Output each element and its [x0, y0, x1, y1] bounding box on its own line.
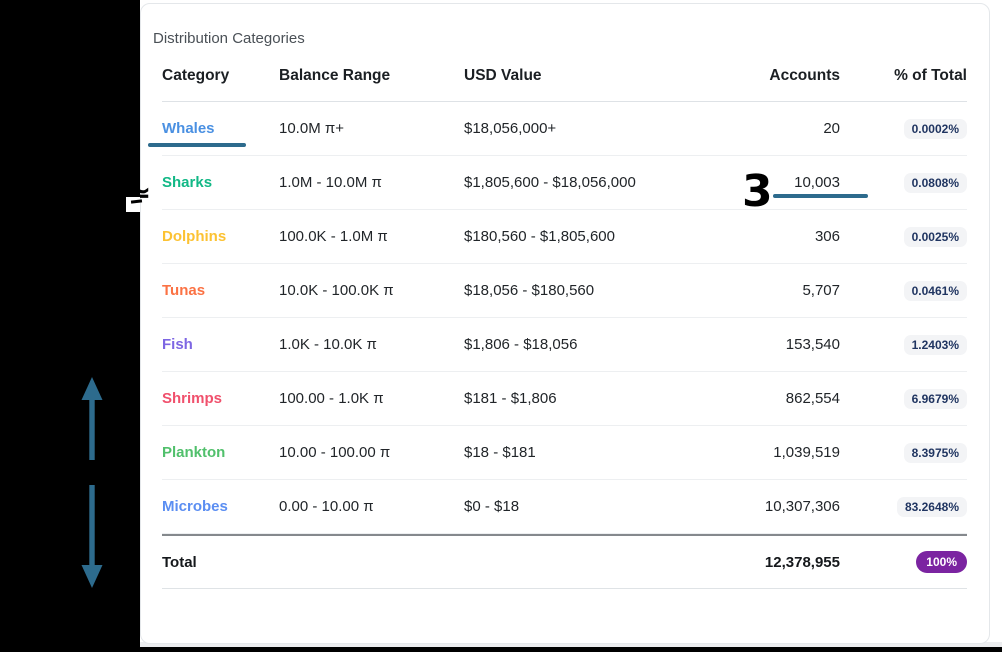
table-header-row: Category Balance Range USD Value Account… [162, 51, 967, 102]
table-total-row: Total 12,378,955 100% [162, 534, 967, 589]
balance-range: 0.00 - 10.00 π [279, 498, 374, 515]
category-name: Whales [162, 120, 215, 137]
table-row: Fish 1.0K - 10.0K π $1,806 - $18,056 153… [162, 318, 967, 372]
usd-value: $180,560 - $1,805,600 [464, 228, 615, 245]
distribution-table: Category Balance Range USD Value Account… [153, 51, 967, 589]
balance-range: 10.0K - 100.0K π [279, 282, 394, 299]
double-headed-arrow-annotation [81, 377, 103, 588]
accounts-value: 5,707 [802, 282, 840, 299]
category-name: Tunas [162, 282, 206, 299]
table-row: Shrimps 100.00 - 1.0K π $181 - $1,806 86… [162, 372, 967, 426]
accounts-value: 1,039,519 [773, 444, 840, 461]
usd-value: $181 - $1,806 [464, 390, 557, 407]
percent-badge: 83.2648% [896, 496, 967, 517]
category-name: Shrimps [162, 390, 223, 407]
header-balance-range: Balance Range [279, 67, 391, 84]
table-row: Microbes 0.00 - 10.00 π $0 - $18 10,307,… [162, 480, 967, 534]
table-row: Tunas 10.0K - 100.0K π $18,056 - $180,56… [162, 264, 967, 318]
balance-range: 10.00 - 100.00 π [279, 444, 391, 461]
balance-range: 100.0K - 1.0M π [279, 228, 388, 245]
black-frame-bottom [0, 647, 1002, 652]
usd-value: $18,056 - $180,560 [464, 282, 595, 299]
percent-badge: 6.9679% [903, 388, 967, 409]
percent-badge: 0.0025% [903, 226, 967, 247]
table-body: Whales 10.0M π+ $18,056,000+ 20 0.0002% … [162, 102, 967, 534]
usd-value: $18 - $181 [464, 444, 536, 461]
usd-value: $18,056,000+ [464, 120, 557, 137]
accounts-value: 153,540 [785, 336, 840, 353]
distribution-categories-card: Distribution Categories Category Balance… [140, 3, 990, 644]
percent-badge: 8.3975% [903, 442, 967, 463]
header-pct-total: % of Total [894, 67, 967, 84]
accounts-value: 862,554 [785, 390, 840, 407]
sharks-accounts-strikethrough-line [773, 194, 868, 198]
table-row: Plankton 10.00 - 100.00 π $18 - $181 1,0… [162, 426, 967, 480]
table-row: Whales 10.0M π+ $18,056,000+ 20 0.0002% [162, 102, 967, 156]
up-arrow-shaft [89, 398, 95, 460]
usd-value: $1,805,600 - $18,056,000 [464, 174, 636, 191]
black-frame-left [0, 0, 140, 652]
usd-value: $0 - $18 [464, 498, 520, 515]
total-label: Total [162, 553, 197, 571]
accounts-value: 306 [814, 228, 840, 245]
category-name: Sharks [162, 174, 213, 191]
category-name: Microbes [162, 498, 228, 515]
card-title: Distribution Categories [153, 30, 305, 47]
category-name: Plankton [162, 444, 226, 461]
table-row: Sharks 1.0M - 10.0M π $1,805,600 - $18,0… [162, 156, 967, 210]
total-percent-badge: 100% [916, 551, 967, 573]
usd-value: $1,806 - $18,056 [464, 336, 578, 353]
page-background-strip [140, 642, 1002, 648]
header-accounts: Accounts [769, 67, 840, 84]
down-arrow-shaft [89, 485, 95, 569]
balance-range: 10.0M π+ [279, 120, 344, 137]
header-category: Category [162, 67, 230, 84]
percent-badge: 1.2403% [903, 334, 967, 355]
down-arrow-head-icon [81, 565, 103, 588]
balance-range: 1.0M - 10.0M π [279, 174, 382, 191]
accounts-value: 20 [823, 120, 840, 137]
category-name: Fish [162, 336, 193, 353]
header-usd-value: USD Value [464, 67, 542, 84]
handwritten-number-annotation: 3 [742, 166, 773, 217]
whales-strikethrough-line [148, 143, 246, 147]
up-arrow-head-icon [81, 377, 103, 400]
table-row: Dolphins 100.0K - 1.0M π $180,560 - $1,8… [162, 210, 967, 264]
accounts-value: 10,003 [794, 174, 840, 191]
percent-badge: 0.0002% [903, 118, 967, 139]
total-accounts: 12,378,955 [764, 553, 840, 571]
category-name: Dolphins [162, 228, 227, 245]
balance-range: 1.0K - 10.0K π [279, 336, 377, 353]
percent-badge: 0.0461% [903, 280, 967, 301]
percent-badge: 0.0808% [903, 172, 967, 193]
accounts-value: 10,307,306 [764, 498, 840, 515]
balance-range: 100.00 - 1.0K π [279, 390, 384, 407]
